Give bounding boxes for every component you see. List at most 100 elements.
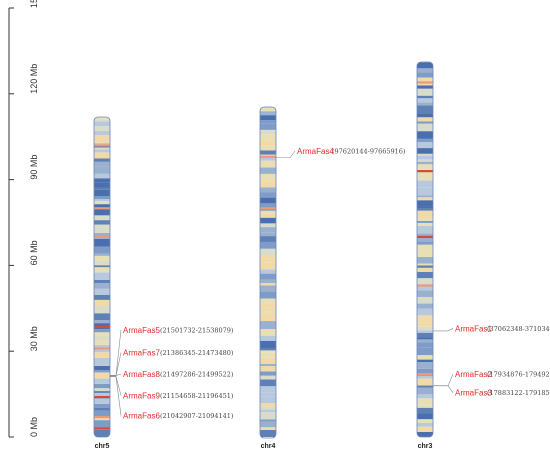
chromosome-band xyxy=(260,227,276,233)
chromosome-band xyxy=(260,357,276,364)
chromosome-hotspot-band xyxy=(417,81,433,84)
gene-range-label: (21042907-21094141) xyxy=(160,412,234,420)
chromosome-band xyxy=(94,224,110,228)
chromosome-band xyxy=(417,155,433,160)
gene-name-label: ArmaFas2 xyxy=(455,370,492,379)
chromosome-band xyxy=(260,154,276,157)
chromosome-band xyxy=(260,279,276,284)
chromosome-band xyxy=(260,386,276,393)
chromosome-band xyxy=(94,291,110,295)
chromosome-label: chr5 xyxy=(95,443,110,450)
chromosome-band xyxy=(417,153,433,156)
gene-name-label: ArmaFas7 xyxy=(123,349,160,358)
gene-leader-line xyxy=(433,385,454,393)
chromosome-band xyxy=(94,253,110,256)
chromosome-band xyxy=(260,412,276,420)
chromosome-band xyxy=(260,313,276,322)
chromosome-band xyxy=(94,161,110,167)
gene-name-label: ArmaFas1 xyxy=(455,324,492,333)
chromosome-band xyxy=(94,403,110,408)
chromosome-band xyxy=(417,413,433,420)
chromosome-hotspot-band xyxy=(94,325,110,329)
chromosome-band xyxy=(417,138,433,143)
chromosome-band xyxy=(260,340,276,348)
chromosome-band xyxy=(417,102,433,106)
chromosome-band xyxy=(260,150,276,155)
chromosome-band xyxy=(260,145,276,151)
chromosome-band xyxy=(260,365,276,372)
chromosome-band xyxy=(260,213,276,218)
chromosome-hotspot-band xyxy=(260,207,276,210)
chromosome-band xyxy=(417,62,433,69)
chromosome-band xyxy=(260,421,276,428)
chromosome-band xyxy=(417,225,433,234)
chromosome-band xyxy=(417,252,433,257)
gene-name-label: ArmaFas9 xyxy=(123,392,160,401)
chromosome-band xyxy=(94,227,110,233)
chromosome-band xyxy=(417,267,433,272)
gene-leader-line xyxy=(110,373,122,376)
chromosome-hotspot-band xyxy=(94,427,110,430)
axis-tick-label: 0 Mb xyxy=(29,417,39,437)
chromosome-band xyxy=(94,305,110,314)
chromosome-band xyxy=(94,299,110,306)
gene-leader-line xyxy=(110,329,122,376)
chromosome-band xyxy=(260,129,276,135)
chromosome-band xyxy=(417,290,433,297)
chromosome-outline xyxy=(93,116,111,438)
chromosome-hotspot-band xyxy=(417,284,433,287)
chromosome-band xyxy=(94,246,110,254)
chromosome-band xyxy=(260,223,276,228)
chromosome-band xyxy=(260,217,276,224)
chromosome-band xyxy=(260,307,276,312)
chromosome-band xyxy=(260,298,276,304)
chromosome-chr3: chr3 ArmaFas1(37062348-37103489) ArmaFas2… xyxy=(416,61,550,450)
chromosome-band xyxy=(260,140,276,146)
chromosome-band xyxy=(260,156,276,161)
chromosome-band xyxy=(417,296,433,304)
chromosome-band xyxy=(417,394,433,399)
chromosome-band xyxy=(94,352,110,358)
chromosome-hotspot-band xyxy=(94,235,110,238)
chromosome-band xyxy=(260,429,276,437)
gene-leader-line xyxy=(276,150,296,159)
chromosome-band xyxy=(417,362,433,369)
chromosome-band xyxy=(417,385,433,388)
chromosome-hotspot-band xyxy=(94,144,110,147)
chromosome-band xyxy=(260,285,276,292)
chromosome-band xyxy=(94,215,110,221)
chromosome-band xyxy=(417,263,433,266)
gene-range-label: (17883122-17918515) xyxy=(487,389,550,397)
chromosome-band xyxy=(260,347,276,351)
axis-tick-label: 30 Mb xyxy=(29,326,39,351)
chromosome-band xyxy=(94,372,110,379)
chromosome-band xyxy=(94,204,110,209)
chromosome-band xyxy=(417,241,433,245)
chromosome-band xyxy=(94,189,110,197)
chromosome-band xyxy=(260,283,276,286)
chromosome-band xyxy=(417,359,433,363)
chromosome-band xyxy=(260,120,276,124)
gene-range-label: (17934876-17949247) xyxy=(487,371,550,379)
chromosome-band xyxy=(94,429,110,437)
gene-name-label: ArmaFas3 xyxy=(455,389,492,398)
chromosome-band xyxy=(94,265,110,268)
chromosome-band xyxy=(94,222,110,225)
chromosome-band xyxy=(417,339,433,343)
chromosome-band xyxy=(417,422,433,427)
chromosome-chr5: chr5 ArmaFas5 (21501732-21538079) ArmaFas7… xyxy=(93,116,234,450)
chromosome-band xyxy=(94,166,110,174)
chromosome-hotspot-band xyxy=(260,155,276,158)
chromosome-band xyxy=(260,197,276,204)
gene-range-label: (97620144-97665916) xyxy=(332,148,406,156)
chromosome-band xyxy=(260,107,276,109)
chromosome-hotspot-band xyxy=(417,170,433,173)
chromosome-band xyxy=(260,335,276,341)
chromosome-band xyxy=(417,117,433,122)
chromosome-band xyxy=(417,308,433,316)
chromosome-band xyxy=(94,173,110,179)
chromosome-band xyxy=(417,244,433,253)
gene-name-label: ArmaFas6 xyxy=(123,412,160,421)
chromosome-band xyxy=(94,152,110,159)
chromosome-hotspot-band xyxy=(94,347,110,350)
